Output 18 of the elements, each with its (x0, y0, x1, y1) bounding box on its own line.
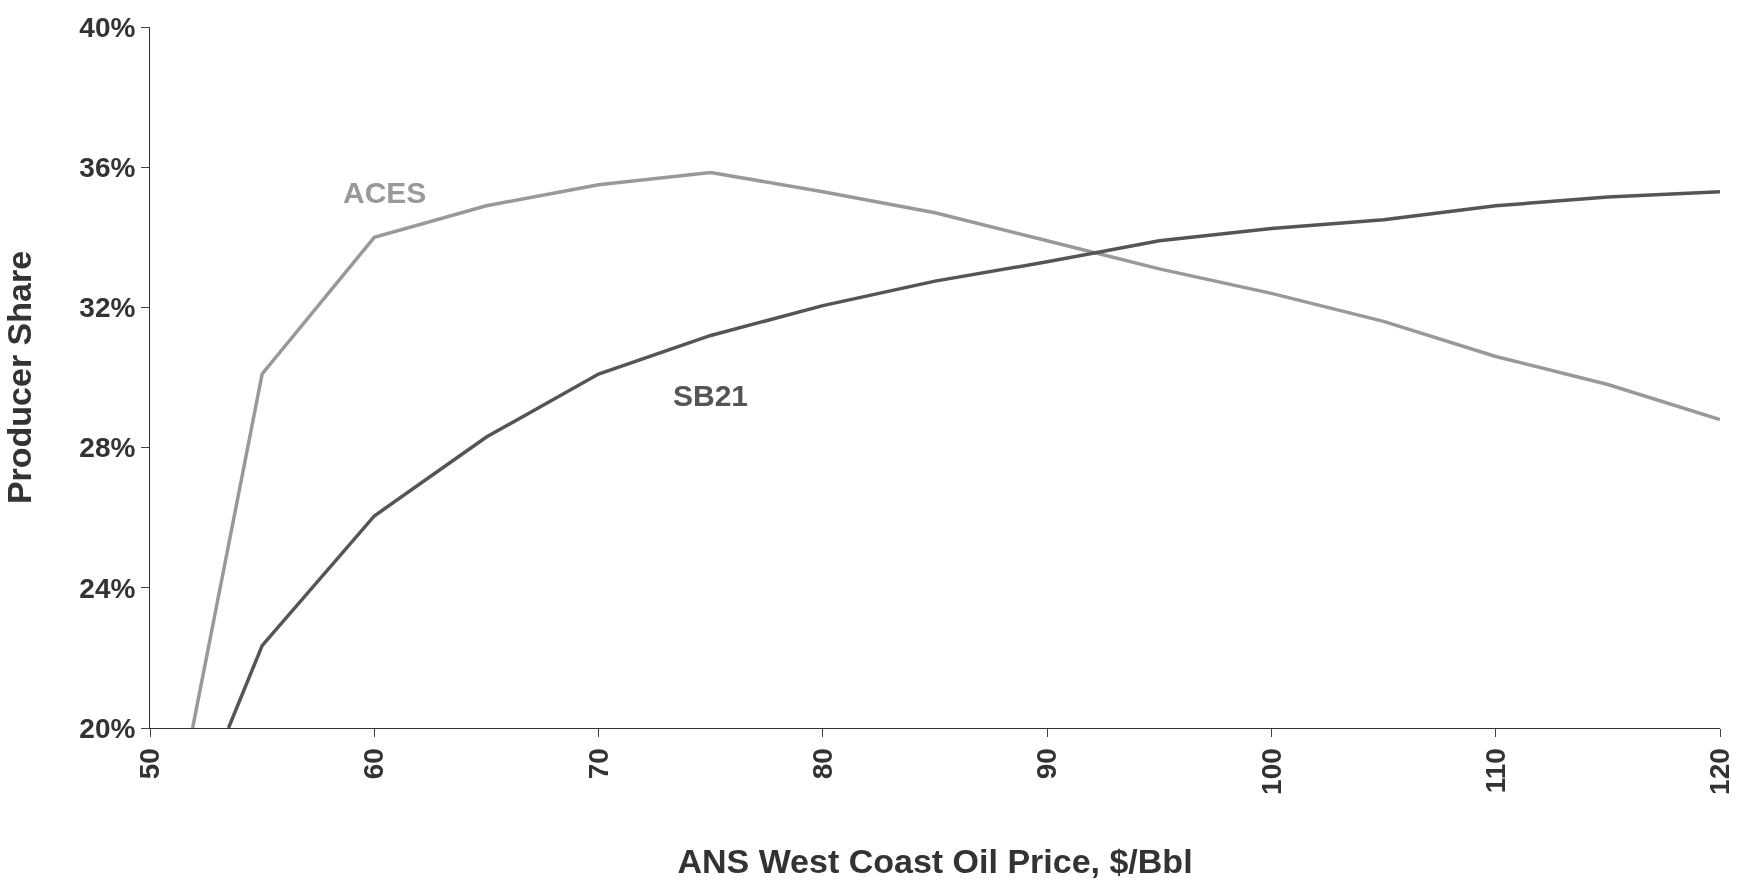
y-tick-label: 40% (79, 11, 136, 43)
series-label: SB21 (673, 379, 749, 412)
series-label: ACES (343, 176, 427, 209)
x-tick-label: 100 (1255, 748, 1287, 795)
x-axis-title: ANS West Coast Oil Price, $/Bbl (677, 842, 1193, 881)
x-tick-label: 120 (1704, 748, 1736, 795)
y-tick-label: 20% (79, 712, 136, 744)
x-tick-label: 80 (806, 748, 838, 780)
y-tick-label: 28% (79, 432, 136, 464)
x-tick-label: 110 (1479, 748, 1511, 794)
y-tick-label: 24% (79, 572, 136, 604)
x-tick-label: 90 (1031, 748, 1063, 780)
y-tick-label: 36% (79, 152, 136, 183)
x-tick-label: 50 (134, 748, 166, 780)
y-tick-label: 32% (79, 292, 136, 324)
y-axis-title: Producer Share (0, 250, 38, 505)
x-tick-label: 60 (358, 748, 390, 780)
x-tick-label: 70 (582, 748, 614, 780)
